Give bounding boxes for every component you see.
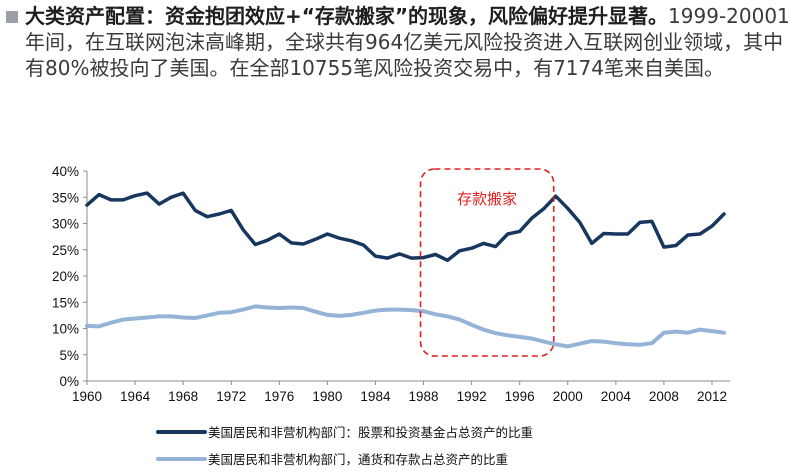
x-tick-label: 1996: [505, 389, 535, 404]
y-tick-label: 5%: [59, 348, 79, 363]
y-tick-label: 25%: [52, 243, 79, 258]
x-tick-label: 1964: [120, 389, 151, 404]
y-tick-label: 30%: [52, 217, 79, 232]
y-tick-label: 35%: [52, 190, 79, 205]
legend-label-cash-deposits: 美国居民和非营机构部门，通货和存款占总资产的比重: [208, 452, 508, 467]
x-tick-label: 1988: [408, 389, 438, 404]
headline: 大类资产配置：资金抱团效应+“存款搬家”的现象，风险偏好提升显著。1999-20…: [25, 3, 795, 81]
bullet-square-icon: [6, 11, 18, 23]
x-tick-label: 2012: [697, 389, 727, 404]
x-tick-label: 1960: [72, 389, 102, 404]
headline-body: 1999-20001年间，在互联网泡沫高峰期，全球共有964亿美元风险投资进入互…: [25, 4, 790, 80]
x-tick-label: 1976: [264, 389, 294, 404]
x-tick-label: 1968: [168, 389, 198, 404]
x-tick-label: 1972: [216, 389, 246, 404]
legend: 美国居民和非营机构部门：股票和投资基金占总资产的比重美国居民和非营机构部门，通货…: [156, 425, 533, 467]
x-tick-label: 1984: [360, 389, 391, 404]
y-tick-label: 40%: [52, 164, 79, 179]
y-tick-label: 0%: [59, 374, 79, 389]
series-line-cash-deposits: [85, 304, 726, 349]
x-tick-label: 2008: [649, 389, 679, 404]
series-lines: [85, 191, 726, 349]
legend-label-stocks-funds: 美国居民和非营机构部门：股票和投资基金占总资产的比重: [208, 425, 533, 440]
x-axis: 1960 1964 1968 1972 1976 1980 1984 1988 1992 1996…: [72, 380, 730, 404]
x-tick-label: 1992: [457, 389, 487, 404]
x-tick-label: 1980: [312, 389, 342, 404]
annotation-box: [419, 168, 555, 357]
y-tick-label: 20%: [52, 269, 79, 284]
y-tick-label: 10%: [52, 322, 79, 337]
x-tick-label: 2000: [553, 389, 583, 404]
headline-title: 大类资产配置：资金抱团效应+“存款搬家”的现象，风险偏好提升显著。: [25, 4, 669, 28]
x-tick-label: 2004: [601, 389, 632, 404]
series-line-stocks-funds: [85, 191, 726, 263]
annotation-group: 存款搬家: [419, 168, 555, 357]
y-axis: 0% 5% 10% 15% 20% 25% 30% 35% 40%: [52, 164, 88, 389]
annotation-label: 存款搬家: [457, 190, 517, 208]
y-tick-label: 15%: [52, 295, 79, 310]
